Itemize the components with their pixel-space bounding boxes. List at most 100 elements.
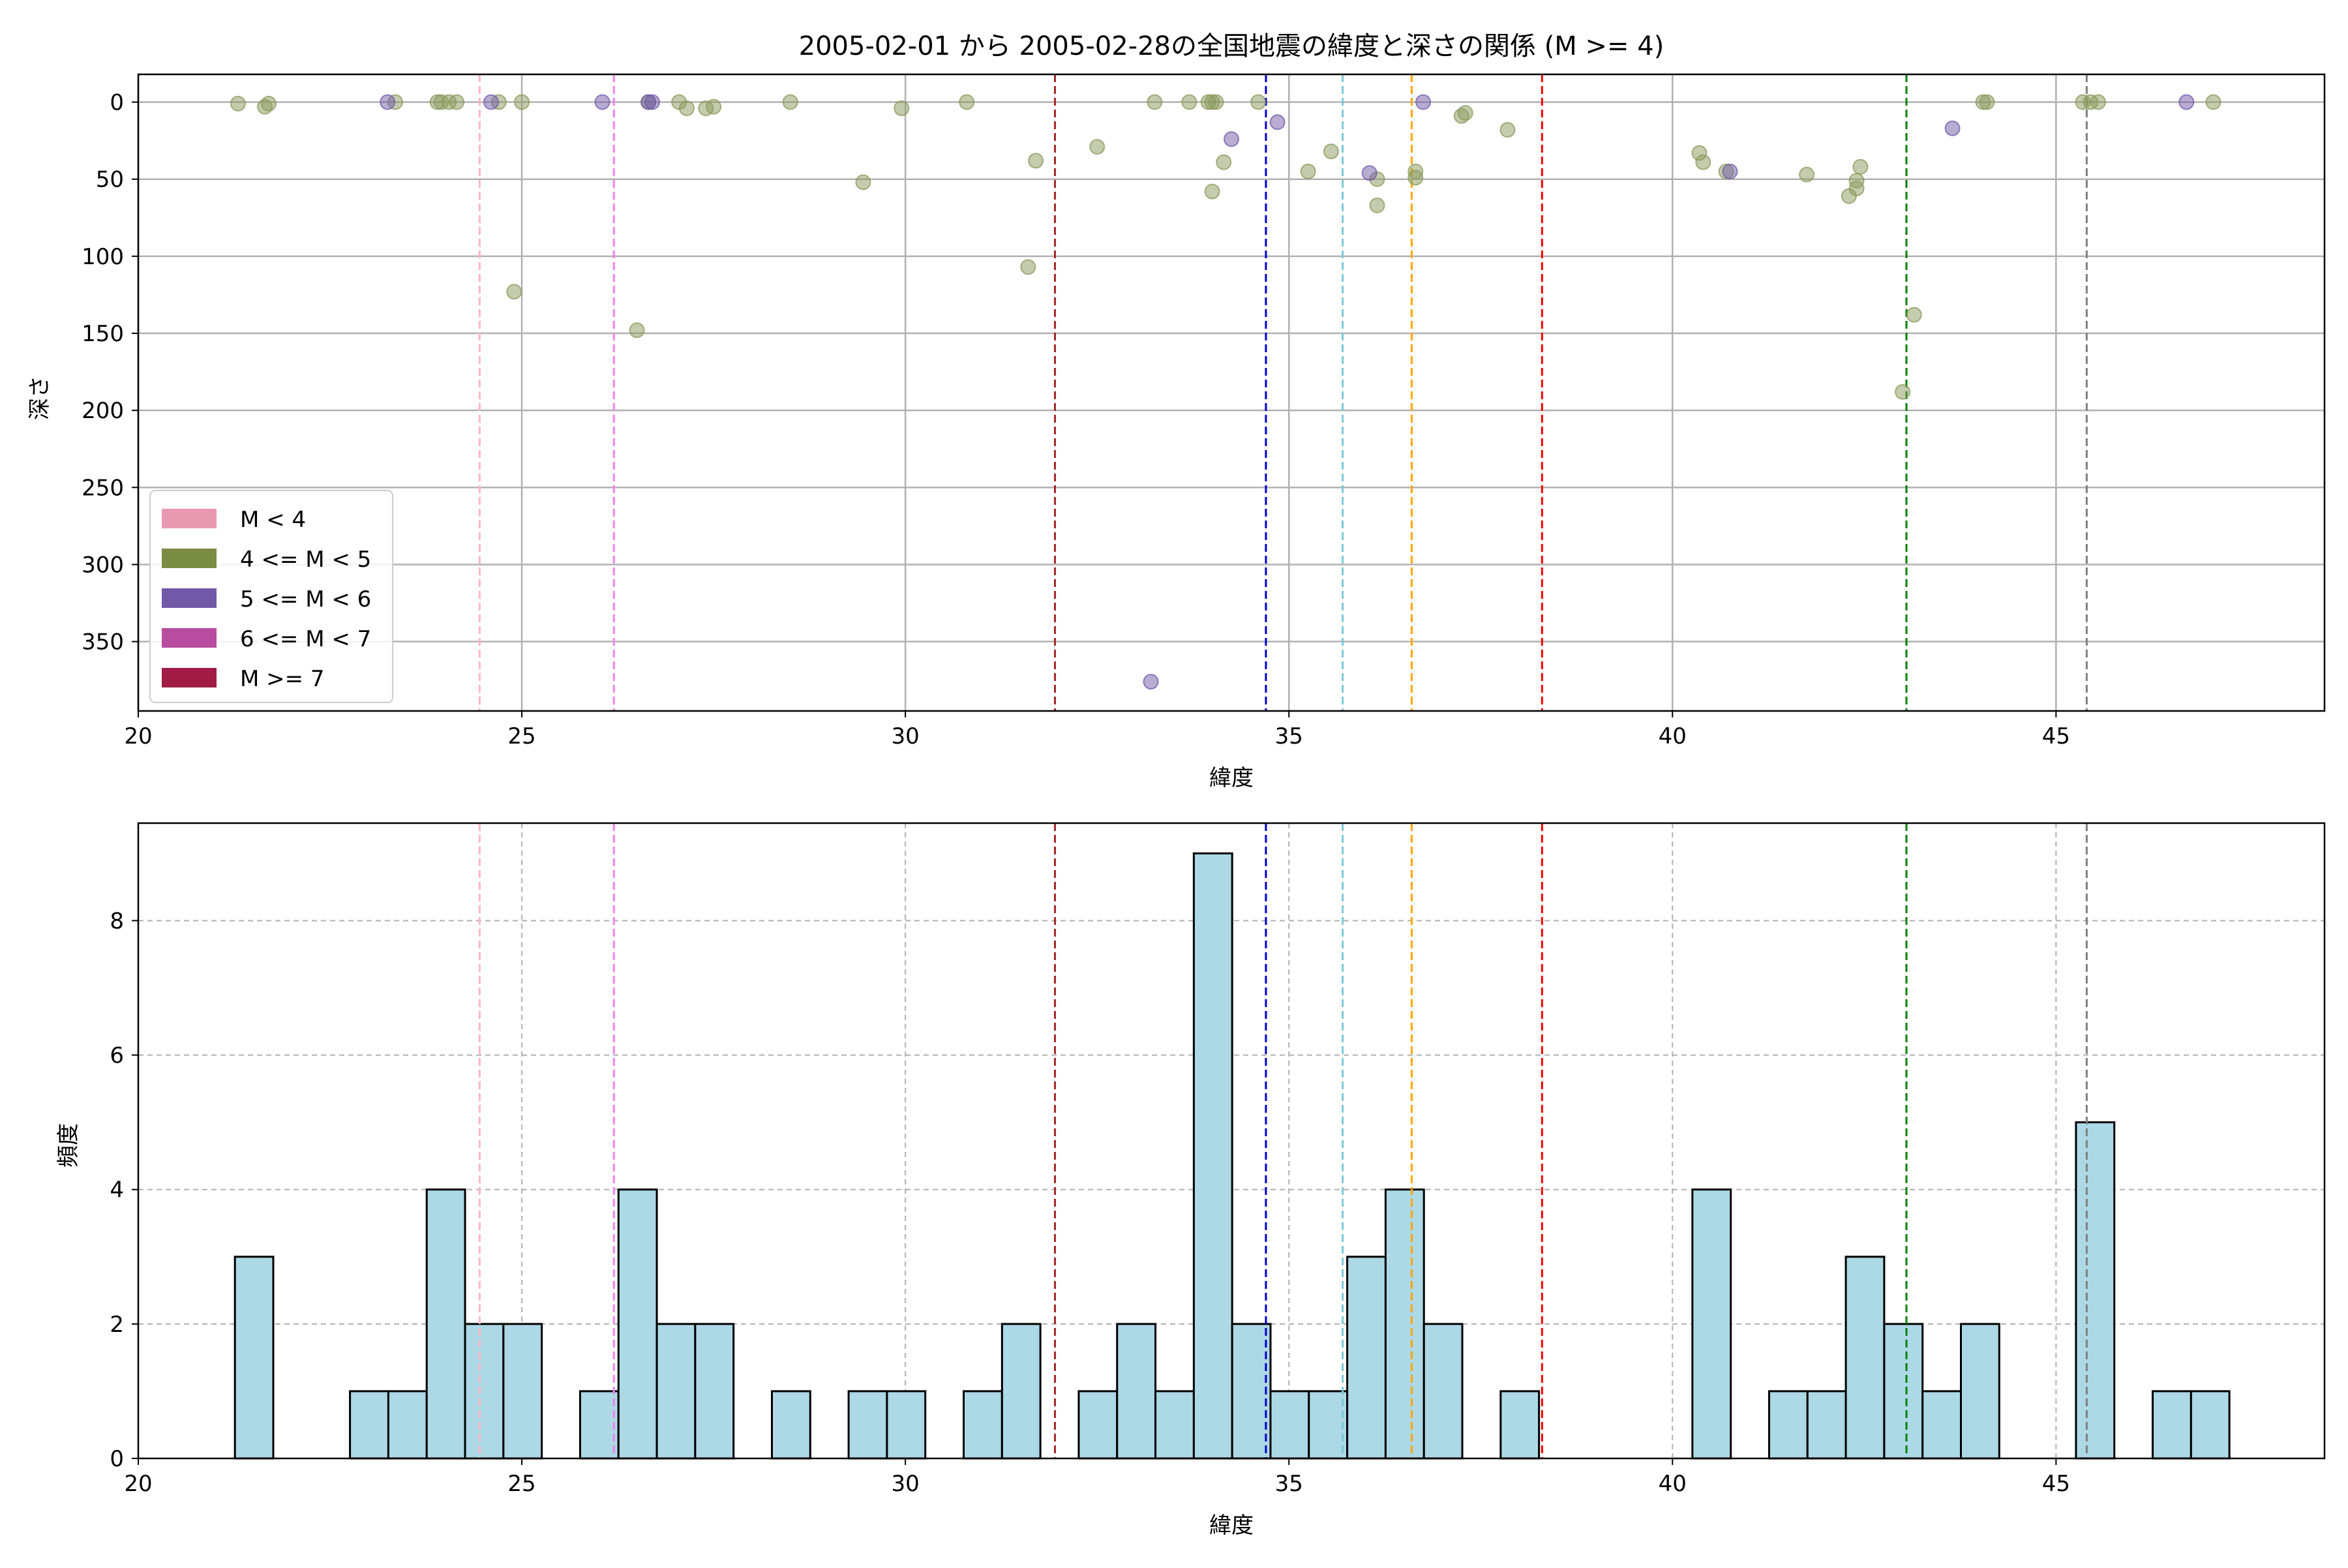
histogram-bar — [349, 1390, 389, 1460]
scatter-point — [1089, 139, 1106, 155]
scatter-point — [1020, 259, 1036, 275]
histogram-bar — [655, 1323, 697, 1460]
scatter-xtick-label: 20 — [124, 723, 152, 749]
histogram-bar — [387, 1390, 428, 1460]
histogram-xlabel: 緯度 — [1209, 1513, 1254, 1539]
legend-swatch — [162, 549, 217, 568]
scatter-point — [1323, 143, 1339, 160]
histogram-bar — [425, 1188, 466, 1460]
histogram-reference-lines — [478, 823, 2088, 1458]
scatter-point — [2178, 94, 2195, 110]
histogram-xtick-label: 25 — [507, 1471, 535, 1497]
histogram-xtick-label: 35 — [1275, 1471, 1303, 1497]
scatter-point — [1415, 94, 1432, 110]
histogram-ytick-label: 8 — [110, 908, 124, 934]
scatter-ylabel: 深さ — [27, 376, 53, 420]
histogram-bar — [1116, 1323, 1157, 1460]
histogram-frame — [137, 822, 2326, 1460]
scatter-point — [1224, 131, 1239, 147]
legend-box — [149, 490, 393, 703]
scatter-point — [855, 174, 871, 190]
histogram-bar — [963, 1390, 1003, 1460]
scatter-ytick-label: 100 — [82, 244, 124, 270]
histogram-bar — [1960, 1323, 2000, 1460]
scatter-grid — [137, 74, 2325, 711]
scatter-point — [483, 94, 500, 110]
histogram-bar — [2190, 1390, 2231, 1460]
histogram-bar — [502, 1323, 543, 1460]
scatter-point — [1722, 163, 1738, 179]
histogram-bar — [770, 1390, 811, 1460]
scatter-point — [1407, 170, 1424, 186]
scatter-point — [1906, 307, 1922, 323]
scatter-point — [1204, 183, 1220, 200]
scatter-axes: 20 25 30 35 40 45 0 50 100 150 200 250 300 350 — [82, 73, 2326, 749]
histogram-xtick-label: 45 — [2042, 1471, 2070, 1497]
scatter-ytick-label: 250 — [82, 475, 124, 501]
histogram-bar — [886, 1390, 927, 1460]
scatter-point — [1369, 197, 1385, 213]
histogram-ytick-label: 0 — [110, 1446, 124, 1472]
scatter-point — [1979, 94, 1995, 110]
scatter-point — [894, 100, 910, 116]
scatter-point — [1499, 122, 1516, 138]
scatter-ytick-label: 200 — [82, 398, 124, 424]
legend-label: 6 <= M < 7 — [240, 626, 371, 652]
scatter-xtick-label: 30 — [892, 723, 920, 749]
histogram-xtick-label: 20 — [124, 1471, 152, 1497]
scatter-point — [678, 100, 695, 116]
histogram-bar — [1346, 1256, 1387, 1460]
scatter-ytick-label: 0 — [110, 90, 124, 116]
histogram-ytick-label: 6 — [110, 1043, 124, 1069]
scatter-point — [1269, 114, 1286, 130]
legend-label: M < 4 — [240, 507, 306, 533]
scatter-point — [706, 98, 722, 115]
scatter-point — [1361, 165, 1377, 181]
scatter-xlabel: 緯度 — [1209, 765, 1254, 791]
scatter-ytick-label: 300 — [82, 552, 124, 578]
scatter-xtick-label: 35 — [1275, 723, 1303, 749]
histogram-bar — [1077, 1390, 1119, 1460]
histogram-bar — [694, 1323, 735, 1460]
histogram-bar — [1422, 1323, 1464, 1460]
scatter-point — [1695, 154, 1711, 170]
histogram-ytick-label: 4 — [110, 1177, 124, 1203]
scatter-point — [1848, 173, 1865, 189]
histogram-bar — [1768, 1390, 1809, 1460]
legend-swatch — [162, 668, 217, 687]
histogram-bar — [2152, 1390, 2192, 1460]
legend-label: 4 <= M < 5 — [240, 547, 371, 573]
histogram-bar — [1844, 1256, 1886, 1460]
histogram-ylabel: 頻度 — [55, 1123, 82, 1168]
scatter-point — [506, 284, 522, 300]
scatter-ytick-label: 150 — [82, 321, 124, 347]
histogram-bar — [1691, 1188, 1732, 1460]
legend-swatch — [162, 588, 217, 608]
scatter-ytick-label: 50 — [96, 167, 124, 193]
histogram-bar — [1269, 1390, 1310, 1460]
scatter-point — [1852, 158, 1869, 175]
scatter-point — [1457, 105, 1473, 121]
scatter-point — [1143, 674, 1159, 690]
scatter-point — [2090, 94, 2107, 110]
scatter-points — [230, 94, 2221, 690]
scatter-point — [514, 94, 530, 110]
histogram-bar — [1154, 1390, 1195, 1460]
scatter-point — [594, 94, 610, 110]
scatter-point — [782, 94, 798, 110]
scatter-point — [1799, 166, 1815, 183]
histogram-bar — [464, 1323, 505, 1460]
histogram-bar — [579, 1390, 620, 1460]
scatter-point — [644, 94, 661, 110]
legend-swatch — [162, 509, 217, 528]
histogram-bar — [1883, 1323, 1924, 1460]
scatter-point — [1250, 94, 1267, 110]
histogram-bar — [1192, 852, 1233, 1460]
scatter-point — [2205, 94, 2221, 110]
histogram-bar — [1308, 1390, 1349, 1460]
scatter-point — [1028, 153, 1044, 169]
scatter-point — [1208, 94, 1224, 110]
histogram-xtick-label: 40 — [1659, 1471, 1687, 1497]
scatter-point — [1216, 154, 1232, 170]
